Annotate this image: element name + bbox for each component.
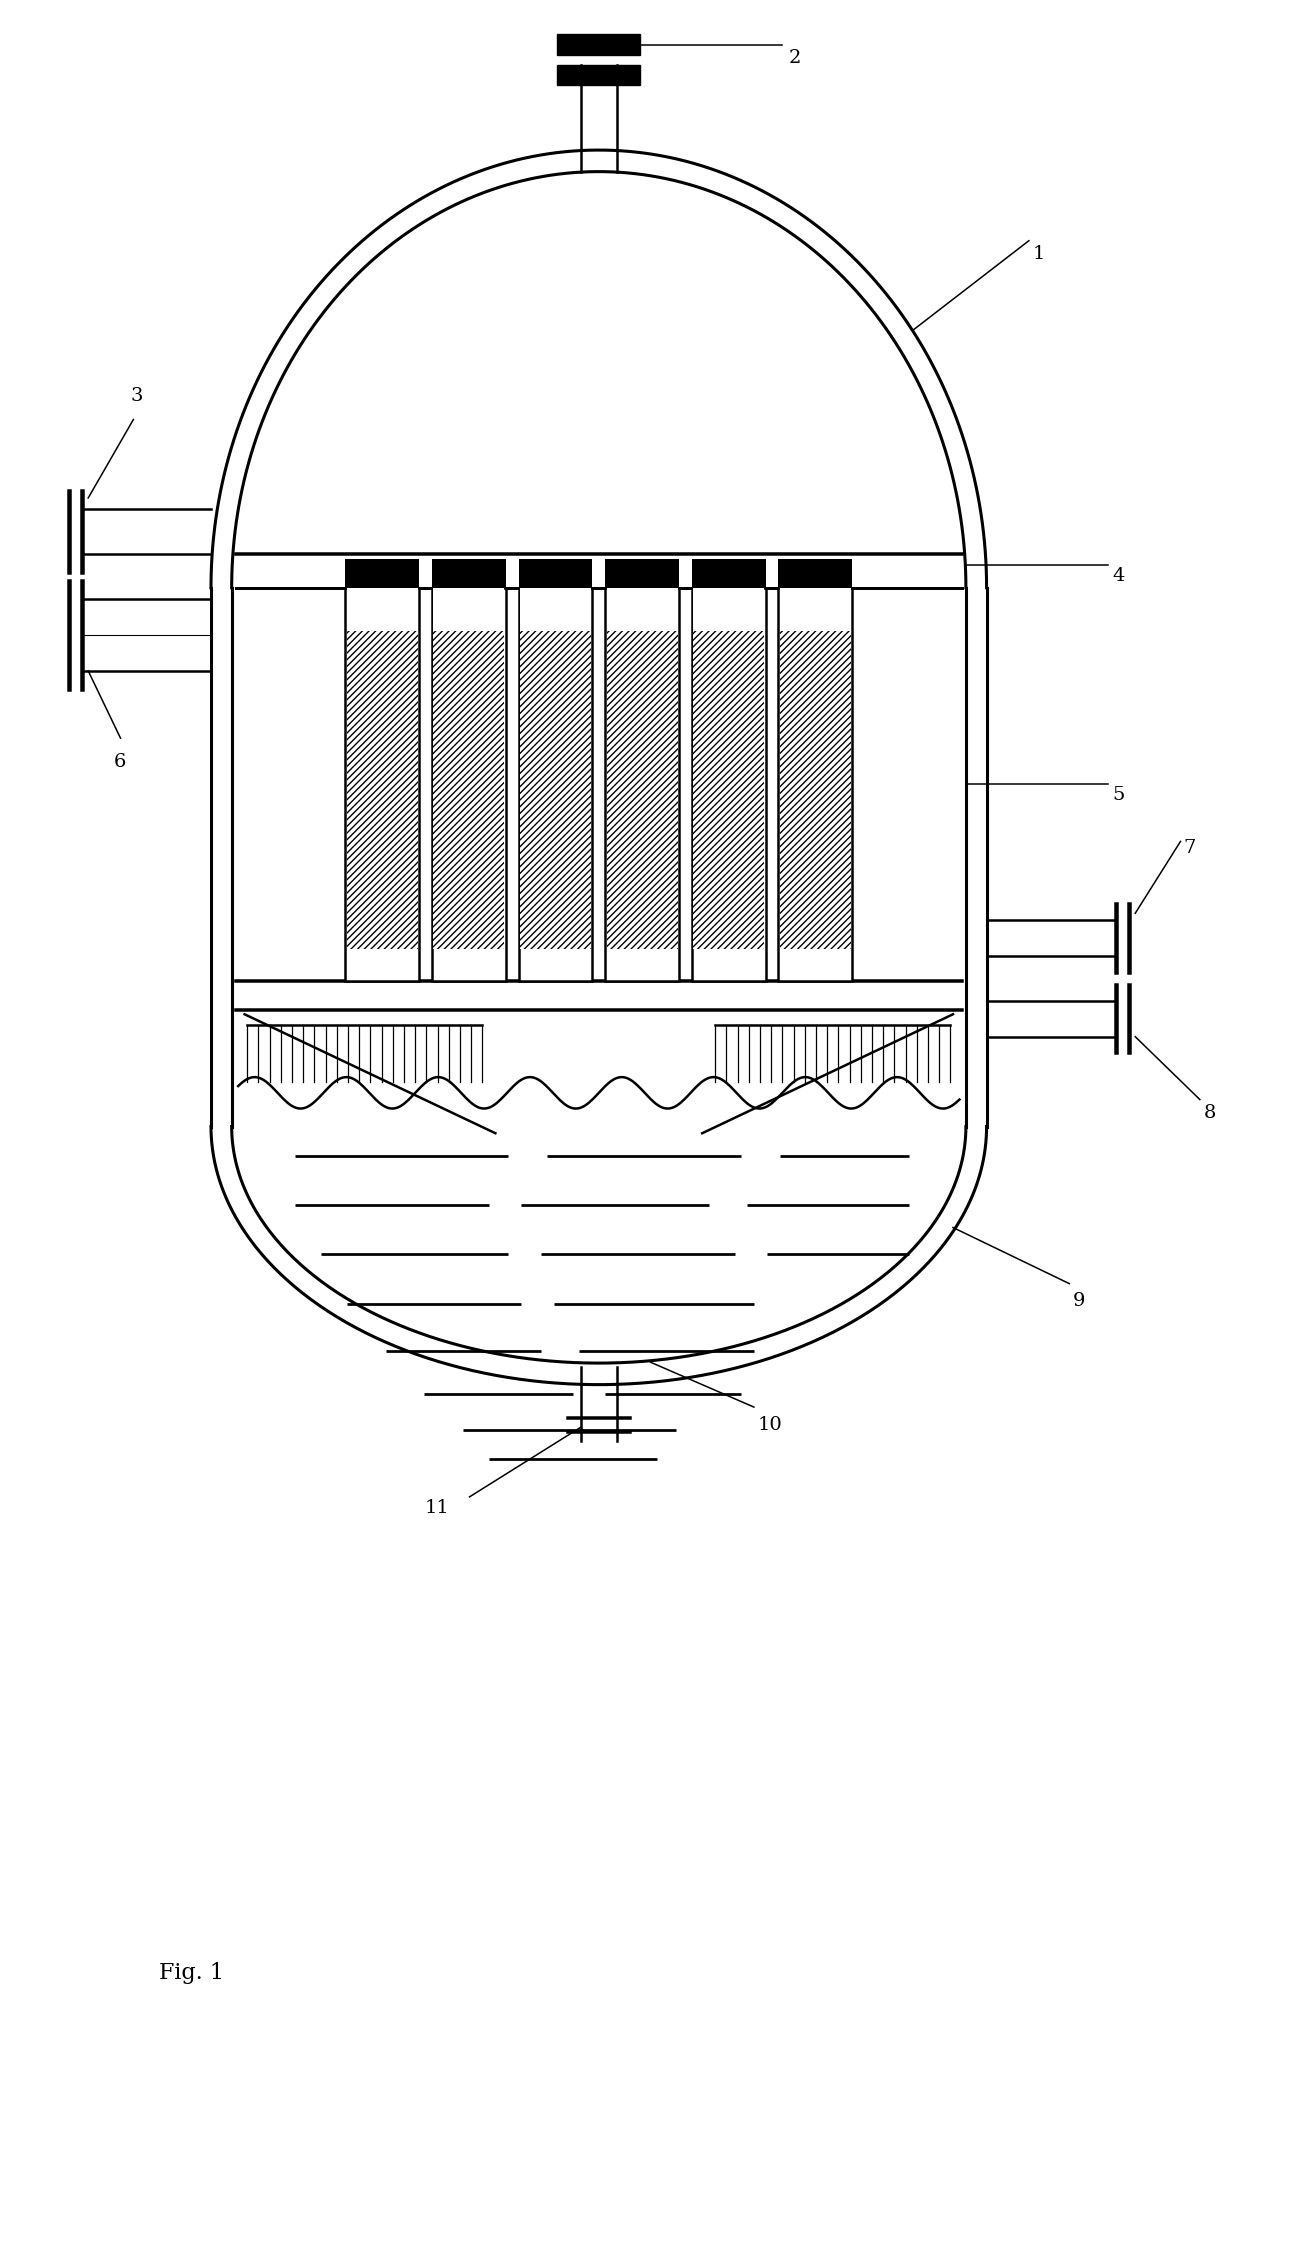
Text: 2: 2	[788, 50, 801, 68]
Bar	[605, 588, 679, 980]
Bar	[693, 631, 764, 949]
Text: 6: 6	[114, 753, 126, 771]
Bar	[557, 65, 640, 86]
Bar	[693, 588, 764, 631]
Bar	[433, 588, 505, 631]
Text: 8: 8	[1203, 1104, 1216, 1122]
Bar	[557, 34, 640, 54]
Text: 9: 9	[1073, 1291, 1086, 1309]
Bar	[778, 559, 852, 588]
Bar	[347, 631, 418, 949]
Bar	[346, 588, 419, 980]
Text: 5: 5	[1112, 786, 1124, 804]
Bar	[605, 559, 679, 588]
Bar	[347, 588, 418, 631]
Bar	[520, 631, 591, 949]
Bar	[432, 559, 506, 588]
Bar	[520, 588, 591, 631]
Bar	[606, 631, 678, 949]
Bar	[519, 559, 592, 588]
Bar	[778, 588, 852, 980]
Text: 1: 1	[1033, 246, 1045, 264]
Text: 11: 11	[424, 1498, 449, 1516]
Bar	[606, 588, 678, 631]
Text: 10: 10	[757, 1415, 782, 1433]
Text: 3: 3	[131, 388, 143, 406]
Bar	[519, 588, 592, 980]
Text: Fig. 1: Fig. 1	[159, 1962, 224, 1985]
Bar	[779, 588, 851, 631]
Bar	[692, 559, 765, 588]
Text: 7: 7	[1183, 838, 1196, 856]
Bar	[432, 588, 506, 980]
Bar	[433, 631, 505, 949]
Bar	[346, 559, 419, 588]
Bar	[692, 588, 765, 980]
Text: 4: 4	[1112, 568, 1124, 586]
Bar	[779, 631, 851, 949]
